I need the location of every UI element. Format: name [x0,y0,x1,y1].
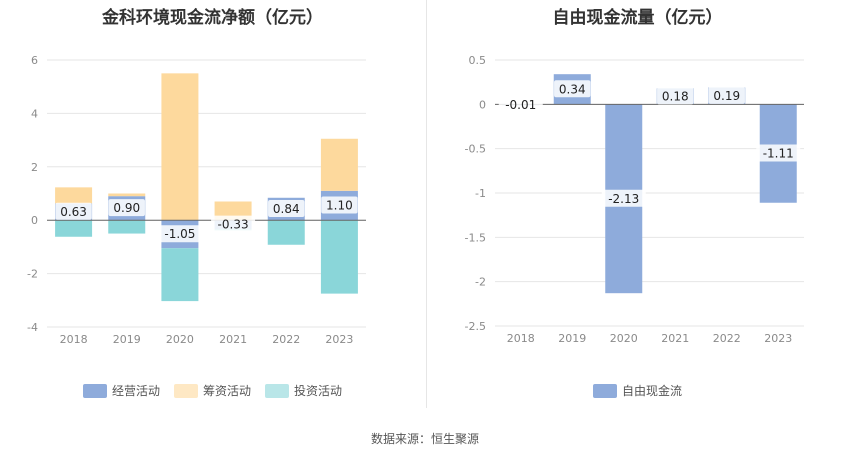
legend-item[interactable]: 筹资活动 [173,382,251,399]
data-label-bg [498,95,543,113]
data-label-bg [321,196,358,214]
right-chart-title: 自由现金流量（亿元） [552,8,723,28]
left-chart-svg: 6 4 2 0 -2 -4 2018 2019 2020 2021 2022 2023 0.63 0.90… [27,54,366,346]
data-label-bg [756,144,801,162]
y-tick-label: 4 [31,107,38,120]
data-source-note: 数据来源：恒生聚源 [370,432,479,446]
y-tick-label: -0.5 [465,143,486,156]
y-tick-label: -1 [475,187,486,200]
x-tick-label: 2023 [325,333,353,346]
legend-item[interactable]: 经营活动 [82,382,160,399]
data-label-2020: -2.13 [608,192,639,206]
left-chart-title: 金科环境现金流净额（亿元） [102,8,323,28]
right-chart-legend: 自由现金流 [425,382,850,399]
x-tick-label: 2020 [166,333,194,346]
x-tick-label: 2019 [558,332,586,345]
legend-label: 投资活动 [294,384,343,398]
data-label-2021: -0.33 [218,218,249,232]
data-label-2018: -0.01 [505,98,536,112]
data-label-bg [55,202,92,220]
data-label-2022: 0.19 [713,89,740,103]
data-label-2019: 0.34 [559,82,586,96]
bar-筹资活动-2021 [214,201,252,221]
data-label-2023: -1.11 [763,147,794,161]
y-tick-label: 6 [31,54,38,67]
data-label-2018: 0.63 [60,205,87,219]
data-label-bg [108,199,145,217]
x-tick-label: 2023 [764,332,792,345]
legend-item[interactable]: 投资活动 [265,382,342,399]
data-label-2023: 1.10 [326,199,353,213]
bar-投资活动-2018 [55,220,93,237]
x-tick-label: 2022 [713,332,741,345]
data-label-bg [268,199,305,217]
bar-筹资活动-2020 [161,73,199,221]
x-tick-label: 2020 [610,332,638,345]
bar-筹资活动-2023 [320,138,358,191]
left-chart-legend: 经营活动 筹资活动 投资活动 [0,382,425,399]
legend-label: 经营活动 [111,384,160,398]
x-tick-label: 2018 [507,332,535,345]
data-label-2022: 0.84 [273,202,300,216]
x-tick-label: 2019 [113,333,141,346]
legend-swatch [265,383,289,398]
y-tick-label: 2 [31,161,38,174]
bar-投资活动-2023 [320,220,358,294]
y-tick-label: -2 [475,276,486,289]
bar-筹资活动-2019 [108,193,146,197]
y-tick-label: -4 [27,321,38,334]
data-label-2020: -1.05 [164,227,195,241]
data-label-bg [157,225,202,243]
data-label-bg [708,86,745,104]
x-tick-label: 2021 [219,333,247,346]
right-chart-svg: 0.5 0 -0.5 -1 -1.5 -2 -2.5 2018 2019 2020 2021 2022… [465,54,804,345]
legend-swatch [173,383,198,398]
left-chart-panel: 金科环境现金流净额（亿元） 6 4 2 0 -2 -4 2018 2019 2020 2021 20… [0,0,425,410]
y-tick-label: 0 [479,98,486,111]
y-tick-label: -1.5 [465,231,486,244]
data-label-bg [554,80,591,98]
x-tick-label: 2018 [60,333,88,346]
panel-divider [426,0,427,408]
x-tick-label: 2021 [661,332,689,345]
data-label-2019: 0.90 [113,201,140,215]
legend-swatch [82,383,107,398]
y-tick-label: -2 [27,268,38,281]
legend-swatch [592,383,617,398]
y-tick-label: 0.5 [469,54,487,67]
legend-item[interactable]: 自由现金流 [592,382,682,399]
bar-投资活动-2022 [267,220,305,245]
y-tick-label: 0 [31,214,38,227]
bar-投资活动-2019 [108,220,146,234]
right-chart-panel: 自由现金流量（亿元） 0.5 0 -0.5 -1 -1.5 -2 -2.5 2018 2019 2… [425,0,850,410]
bar-筹资活动-2018 [55,187,93,204]
data-label-2021: 0.18 [662,89,689,103]
y-tick-label: -2.5 [465,320,486,333]
data-label-bg [211,215,256,233]
bar-投资活动-2020 [161,248,199,302]
data-label-bg [657,87,694,105]
legend-label: 自由现金流 [621,384,682,398]
legend-label: 筹资活动 [202,384,251,398]
x-tick-label: 2022 [272,333,300,346]
data-label-bg [601,189,646,207]
